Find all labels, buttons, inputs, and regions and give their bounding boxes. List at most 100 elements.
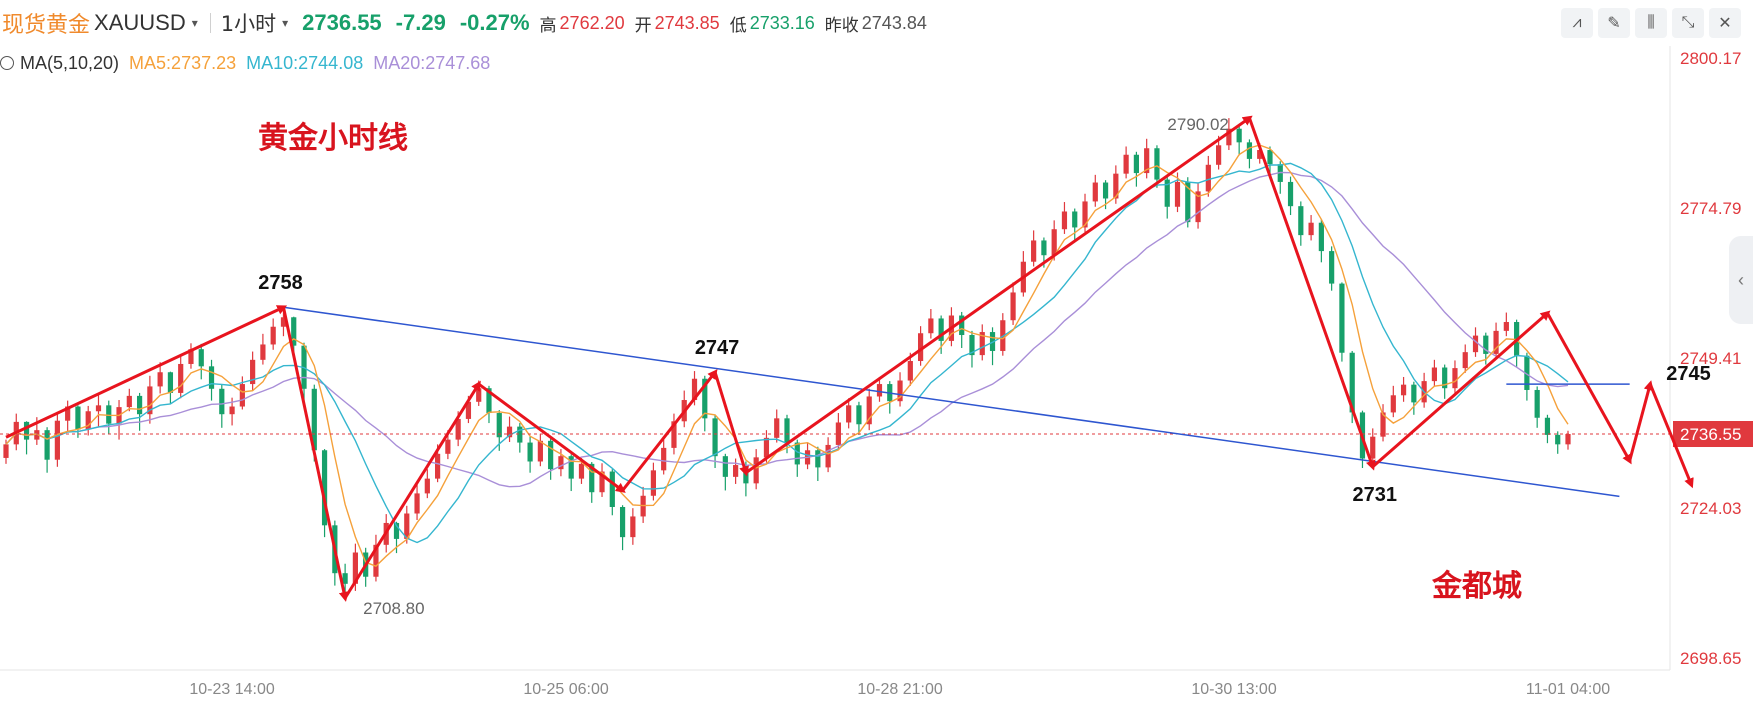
candle-body: [1010, 292, 1016, 321]
candle-body: [691, 378, 698, 401]
candle-body: [1308, 222, 1314, 236]
zigzag-arrow: [5, 305, 288, 439]
candle-body: [414, 493, 420, 514]
candle-body: [1051, 229, 1057, 256]
candle-body: [1133, 154, 1139, 174]
candles-layer: [3, 118, 1571, 599]
candle-body: [856, 405, 862, 425]
pen-icon[interactable]: ✎: [1598, 8, 1630, 38]
candle-body: [835, 422, 841, 445]
period-dropdown-icon[interactable]: ▾: [282, 16, 289, 30]
candle-body: [1174, 181, 1181, 207]
open-label: 开: [634, 15, 652, 36]
zigzag-arrow: [1628, 380, 1654, 462]
candle-body: [1185, 181, 1191, 223]
zigzag-arrow: [1371, 310, 1551, 468]
candle-body: [1205, 164, 1211, 192]
candle-body: [208, 366, 215, 389]
candle-body: [568, 456, 574, 479]
candle-body: [1216, 145, 1222, 165]
symbol-dropdown-icon[interactable]: ▾: [191, 16, 198, 30]
max-price-label: 2790.02: [1167, 115, 1228, 134]
candle-body: [188, 349, 194, 364]
candle-body: [34, 430, 40, 440]
candle-body: [95, 405, 102, 412]
candle-body: [1113, 173, 1119, 199]
zigzag-arrow: [1648, 383, 1694, 489]
zigzag-arrow: [1248, 117, 1376, 471]
candle-body: [1411, 384, 1417, 403]
low-label: 低: [729, 15, 747, 36]
candle-icon[interactable]: ⫼: [1635, 8, 1667, 38]
zigzag-arrow: [477, 382, 626, 493]
candle-body: [702, 378, 708, 419]
candle-body: [126, 395, 132, 408]
candle-body: [1462, 352, 1468, 369]
candle-body: [866, 396, 872, 425]
candle-body: [198, 349, 204, 367]
candle-body: [661, 447, 667, 471]
candle-body: [712, 418, 718, 457]
candle-body: [178, 363, 184, 393]
candle-body: [1390, 395, 1396, 413]
y-tick-label: 2800.17: [1680, 49, 1741, 68]
candle-body: [270, 326, 276, 345]
candle-body: [815, 450, 821, 468]
candle-body: [825, 444, 831, 468]
x-tick-label: 10-28 21:00: [857, 681, 943, 698]
candle-body: [393, 522, 400, 539]
candle-body: [424, 478, 430, 494]
candle-body: [147, 386, 153, 415]
zigzag-arrow: [621, 369, 718, 492]
last-price: 2736.55: [302, 10, 382, 35]
candle-body: [1400, 384, 1407, 396]
header-divider: [209, 13, 211, 33]
y-axis: 2800.17 2774.79 2749.41 2724.03 2698.65 2736.…: [1673, 49, 1753, 668]
high-value: 2762.20: [559, 12, 625, 33]
candle-body: [1534, 389, 1540, 418]
symbol-code[interactable]: XAUUSD: [94, 10, 186, 35]
candle-body: [794, 442, 800, 465]
candle-body: [548, 440, 554, 470]
candle-body: [219, 388, 225, 415]
close-icon[interactable]: ✕: [1709, 8, 1741, 38]
candle-body: [157, 372, 163, 387]
candle-body: [979, 332, 985, 356]
candle-body: [1524, 355, 1530, 390]
watermark-text: 金都城: [1431, 569, 1522, 604]
candle-body: [3, 444, 9, 458]
indicator-icon[interactable]: ⩘: [1561, 8, 1593, 38]
candle-body: [1123, 154, 1129, 174]
ma5-line: [5, 144, 1569, 568]
trendline: [283, 306, 1620, 498]
label-2747: 2747: [695, 337, 740, 359]
candle-body: [1329, 251, 1335, 284]
candle-body: [959, 315, 965, 336]
candle-body: [1349, 352, 1355, 413]
candle-body: [1102, 182, 1109, 199]
candle-body: [506, 426, 513, 438]
high-label: 高: [539, 15, 557, 36]
candle-body: [1318, 222, 1324, 252]
y-tick-label: 2698.65: [1680, 649, 1741, 668]
symbol-name[interactable]: 现货黄金: [2, 13, 91, 38]
x-axis: 10-23 14:00 10-25 06:00 10-28 21:00 10-30 1…: [189, 681, 1610, 698]
collapse-panel-icon[interactable]: ‹: [1729, 236, 1753, 324]
candle-body: [342, 573, 348, 584]
ma10-value: MA10:2744.08: [246, 52, 364, 73]
eye-icon[interactable]: [0, 56, 14, 70]
candle-body: [969, 335, 975, 356]
candle-body: [619, 506, 626, 538]
candle-body: [373, 544, 379, 577]
prev-close-label: 昨收: [824, 15, 859, 36]
ma-legend: MA(5,10,20) MA5:2737.23 MA10:2744.08 MA2…: [0, 50, 500, 76]
candle-body: [876, 384, 883, 397]
shrink-icon[interactable]: ⤡: [1672, 8, 1704, 38]
candle-body: [445, 439, 451, 454]
period-selector[interactable]: 1小时: [220, 12, 277, 36]
ma-label[interactable]: MA(5,10,20): [20, 52, 120, 73]
candle-body: [1565, 434, 1571, 445]
candle-body: [578, 463, 585, 479]
candle-body: [1339, 283, 1345, 353]
